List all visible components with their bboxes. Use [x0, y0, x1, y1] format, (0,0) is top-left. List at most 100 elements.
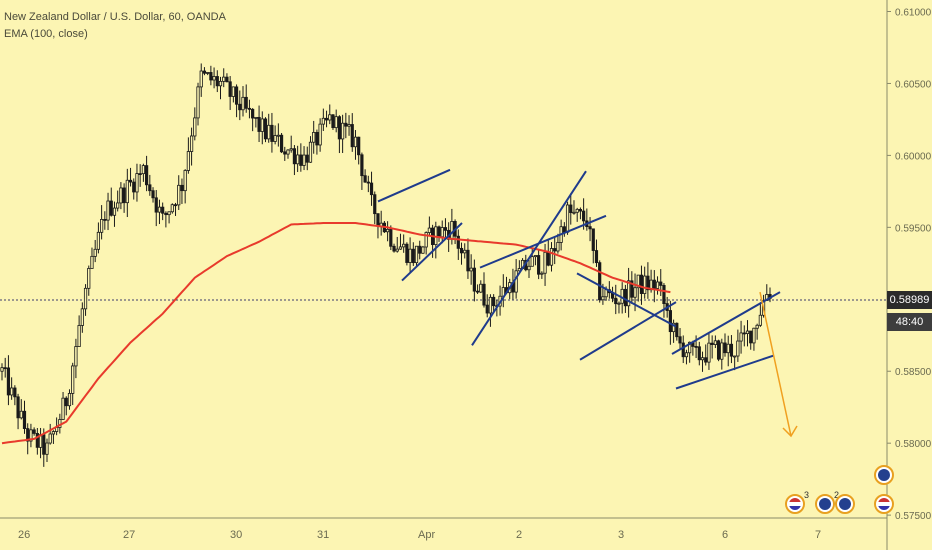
candle-body — [209, 72, 213, 81]
candle-body — [758, 314, 762, 326]
candle-body — [482, 283, 486, 306]
candle-body — [421, 246, 425, 254]
x-tick-label: 31 — [317, 529, 329, 541]
candle-body — [659, 281, 663, 286]
candle-body — [308, 141, 313, 163]
candle-body — [353, 136, 358, 148]
candle-body — [148, 184, 152, 192]
trendline — [579, 301, 677, 361]
trendlines — [377, 168, 781, 390]
candle-body — [302, 154, 306, 166]
candle-body — [244, 96, 248, 109]
candle-body — [643, 275, 647, 294]
trendline — [675, 354, 775, 390]
candle-body — [238, 103, 242, 111]
candle-body — [296, 154, 300, 165]
candle-body — [289, 148, 293, 151]
candle-body — [697, 346, 701, 361]
x-tick-label: 26 — [18, 529, 30, 541]
candle-body — [0, 367, 4, 372]
candle-body — [77, 325, 81, 347]
candle-body — [623, 288, 627, 307]
candle-body — [392, 245, 396, 252]
candle-body — [270, 124, 274, 142]
candle-body — [614, 297, 618, 305]
candle-body — [485, 304, 489, 314]
economic-event-us-icon[interactable] — [874, 494, 894, 514]
candle-body — [257, 116, 261, 132]
trendline — [479, 214, 607, 269]
candle-body — [90, 255, 94, 269]
y-tick-label: 0.60000 — [895, 151, 932, 162]
candle-body — [601, 296, 605, 301]
candle-body — [222, 76, 226, 82]
candle-body — [112, 207, 117, 216]
candle-body — [228, 81, 232, 97]
economic-event-nz-icon[interactable] — [874, 465, 894, 485]
candle-body — [466, 249, 470, 272]
candle-body — [71, 365, 75, 394]
trendline — [401, 222, 463, 282]
trendline — [377, 168, 451, 203]
candle-body — [321, 117, 325, 125]
candle-body — [93, 248, 97, 257]
us-flag-icon — [789, 498, 801, 510]
candle-body — [247, 107, 252, 110]
candle-body — [514, 270, 518, 293]
candle-body — [488, 296, 493, 314]
candle-body — [729, 343, 734, 357]
candle-body — [360, 154, 364, 177]
projection-arrow — [759, 291, 798, 438]
candle-body — [67, 393, 72, 407]
candle-body — [456, 235, 460, 249]
candle-body — [263, 118, 268, 140]
candle-body — [344, 122, 348, 127]
candle-body — [225, 76, 229, 83]
candle-body — [652, 279, 656, 289]
candle-body — [443, 227, 448, 231]
candle-body — [398, 246, 403, 250]
candle-body — [35, 433, 39, 448]
candle-body — [151, 190, 155, 199]
candle-body — [177, 184, 181, 206]
trendline — [471, 170, 587, 346]
candle-body — [212, 76, 216, 81]
candle-body — [402, 243, 406, 248]
candle-body — [3, 367, 7, 370]
candle-body — [752, 327, 756, 344]
candle-body — [199, 70, 203, 88]
candle-body — [119, 187, 123, 204]
x-tick-label: 7 — [815, 529, 821, 541]
candle-body — [299, 154, 303, 166]
indicator-label: EMA (100, close) — [4, 28, 88, 40]
candle-body — [755, 324, 759, 329]
economic-event-nz-icon[interactable] — [835, 494, 855, 514]
candle-body — [51, 431, 56, 435]
candle-body — [389, 228, 393, 247]
economic-event-us-icon[interactable]: 3 — [785, 490, 809, 514]
candle-body — [254, 116, 258, 119]
candle-body — [604, 289, 608, 298]
candle-body — [543, 251, 547, 274]
candle-body — [405, 243, 409, 263]
candle-body — [733, 355, 737, 358]
candle-body — [572, 211, 576, 214]
y-axis[interactable]: 0.610000.605000.600000.595000.590000.585… — [887, 8, 932, 523]
candle-body — [341, 122, 345, 140]
candle-body — [671, 322, 676, 333]
x-tick-label: 3 — [618, 529, 624, 541]
candle-body — [540, 272, 544, 275]
candle-body — [639, 274, 644, 294]
candle-body — [276, 134, 280, 137]
candle-body — [42, 434, 46, 455]
x-axis[interactable]: 26 27 30 31 Apr 2 3 6 7 — [18, 529, 821, 541]
candle-body — [704, 357, 708, 363]
candle-body — [193, 117, 197, 137]
candle-body — [575, 208, 579, 213]
candle-body — [234, 86, 239, 105]
candle-body — [694, 346, 698, 348]
candle-body — [591, 228, 595, 251]
candle-body — [386, 228, 390, 233]
economic-event-nz-icon[interactable]: 2 — [815, 490, 839, 514]
